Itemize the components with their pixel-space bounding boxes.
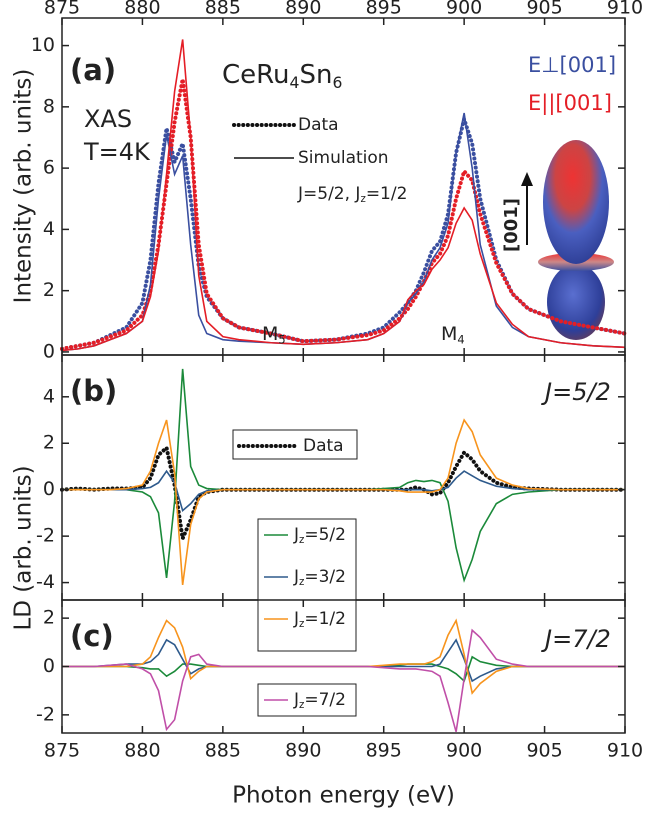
- panel: -4 -2 0 2 4: [36, 354, 627, 601]
- text-run: J: [293, 567, 299, 587]
- y-tick-label: 10: [31, 34, 55, 56]
- legend-label: Jz=5/2: [293, 525, 346, 546]
- x-tick-label: 900: [446, 740, 482, 762]
- text-run: Data: [303, 436, 344, 456]
- j-label: J=7/2: [541, 625, 611, 653]
- panel-label: (c): [70, 619, 114, 653]
- subscript: z: [299, 577, 304, 588]
- text-run: CeRu: [222, 60, 290, 90]
- legend-box: [257, 518, 357, 652]
- text-run: =5/2: [304, 525, 346, 545]
- legend-label: Jz=7/2: [293, 690, 346, 711]
- subscript: 5: [278, 332, 285, 346]
- text-run: Sn: [299, 60, 332, 90]
- x-tick-label: 905: [526, 740, 562, 762]
- data-line: [62, 418, 625, 586]
- text-run: T=4K: [83, 138, 151, 166]
- data-line: [61, 39, 626, 352]
- annotation: T=4K: [83, 138, 151, 166]
- x-tick-label: 895: [366, 740, 402, 762]
- annotation: J=5/2, Jz=1/2: [297, 184, 407, 205]
- text-run: M: [441, 323, 457, 345]
- subscript: z: [299, 700, 304, 711]
- x-tick-label: 880: [124, 740, 160, 762]
- annotation: M4: [441, 323, 465, 347]
- legend-label: Data: [303, 436, 344, 456]
- y-tick-label: 0: [43, 340, 55, 362]
- text-run: =1/2: [366, 184, 408, 204]
- y-tick-label: 2: [43, 279, 55, 301]
- x-tick-label: 885: [205, 740, 241, 762]
- subscript: 4: [457, 332, 464, 346]
- x-tick-label: 890: [285, 740, 321, 762]
- y-tick-label: -4: [36, 571, 55, 593]
- y-tick-label: 2: [43, 607, 55, 629]
- annotation: M5: [262, 323, 286, 347]
- data-line: [62, 628, 625, 733]
- x-tick-label: 890: [285, 0, 321, 19]
- text-run: =7/2: [304, 690, 346, 710]
- subscript: z: [360, 194, 365, 205]
- subscript: z: [299, 619, 304, 630]
- text-run: M: [262, 323, 278, 345]
- x-tick-label: 880: [124, 0, 160, 19]
- x-tick-label: 875: [44, 0, 80, 19]
- panel-label: (b): [70, 374, 117, 408]
- legend-label: Jz=3/2: [293, 567, 346, 588]
- j-label: J=5/2: [541, 378, 611, 406]
- x-tick-label: 885: [205, 0, 241, 19]
- y-tick-label: 0: [43, 478, 55, 500]
- text-run: J=5/2, J: [297, 184, 360, 204]
- legend-label: Data: [298, 115, 339, 135]
- subscript: 4: [290, 73, 300, 91]
- text-run: =1/2: [304, 609, 346, 629]
- x-tick-label: 905: [526, 0, 562, 19]
- subscript: z: [299, 535, 304, 546]
- text-run: [001]: [501, 198, 522, 252]
- x-tick-label: 895: [366, 0, 402, 19]
- y-tick-label: 6: [43, 157, 55, 179]
- text-run: XAS: [84, 105, 132, 133]
- y-tick-label: 4: [43, 218, 55, 240]
- panel: -2 0 2 875 880 885 890 895 900 905 910: [36, 599, 643, 762]
- y-axis-label: Intensity (arb. units): [11, 69, 37, 304]
- text-run: =3/2: [304, 567, 346, 587]
- x-tick-label: 900: [446, 0, 482, 19]
- legend-label: Jz=1/2: [293, 609, 346, 630]
- y-tick-label: -2: [36, 703, 55, 725]
- legend-label: Simulation: [298, 148, 389, 168]
- y-tick-label: 8: [43, 95, 55, 117]
- text-run: J: [293, 525, 299, 545]
- polarization-label: E⊥[001]: [528, 53, 616, 77]
- y-axis-label: LD (arb. units): [11, 465, 37, 630]
- x-tick-label: 910: [607, 740, 643, 762]
- text-run: J: [293, 609, 299, 629]
- subscript: 6: [332, 73, 342, 91]
- x-axis-label: Photon energy (eV): [232, 783, 455, 809]
- y-tick-label: 4: [43, 385, 55, 407]
- data-line: [60, 78, 627, 351]
- chart-title: CeRu4Sn6: [222, 60, 342, 92]
- annotation: [001]: [501, 198, 522, 252]
- panel-label: (a): [70, 53, 116, 87]
- text-run: J: [293, 690, 299, 710]
- panel: 0 2 4 6 8 10 875 880 885 890 895 900 905 910: [31, 0, 643, 362]
- x-tick-label: 875: [44, 740, 80, 762]
- annotation: XAS: [84, 105, 132, 133]
- x-tick-label: 910: [607, 0, 643, 19]
- y-tick-label: 0: [43, 655, 55, 677]
- y-tick-label: -2: [36, 525, 55, 547]
- polarization-label: E||[001]: [528, 91, 612, 116]
- y-tick-label: 2: [43, 432, 55, 454]
